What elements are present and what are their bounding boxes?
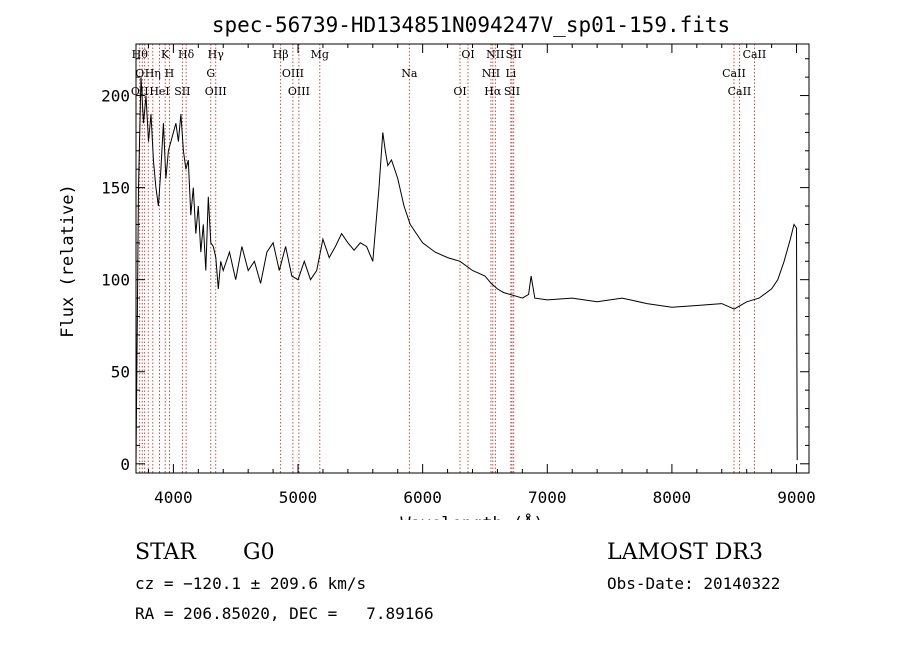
- y-tick-label: 50: [111, 363, 130, 382]
- object-class: STAR: [135, 540, 196, 565]
- y-tick-label: 150: [101, 179, 130, 198]
- line-label: H: [165, 67, 175, 80]
- line-label: Na: [401, 67, 418, 80]
- x-axis: 4000 5000 6000 7000 8000 9000: [147, 44, 816, 507]
- plot-frame: [135, 43, 810, 474]
- y-tick-label: 100: [101, 271, 130, 290]
- y-tick-label: 200: [101, 87, 130, 106]
- line-label: NII: [482, 67, 500, 80]
- line-label: OIII: [205, 85, 227, 98]
- line-label: SII: [506, 48, 522, 61]
- line-label: Hβ: [273, 48, 289, 61]
- line-label: K: [161, 48, 170, 61]
- redshift-velocity: cz = −120.1 ± 209.6 km/s: [135, 574, 367, 593]
- spectrum-line: [135, 77, 798, 464]
- line-label: Hα: [484, 85, 502, 98]
- object-subclass: G0: [243, 540, 275, 565]
- line-label: SII: [504, 85, 520, 98]
- line-label: Hη: [145, 67, 161, 80]
- line-label: OIII: [282, 67, 304, 80]
- line-label: OII: [131, 85, 149, 98]
- spectral-line-markers: [139, 44, 755, 473]
- x-axis-label: Wavelength (Å): [400, 512, 543, 520]
- line-label: OIII: [288, 85, 310, 98]
- line-label: O: [135, 67, 144, 80]
- x-tick-label: 9000: [777, 488, 816, 507]
- line-label: NII: [486, 48, 504, 61]
- survey-name: LAMOST DR3: [607, 540, 763, 565]
- line-label: OI: [453, 85, 466, 98]
- x-tick-label: 6000: [403, 488, 442, 507]
- line-label: CaII: [722, 67, 746, 80]
- y-axis-label: Flux (relative): [58, 184, 78, 338]
- line-label: Hδ: [178, 48, 195, 61]
- line-label: G: [206, 67, 215, 80]
- line-label: Hγ: [208, 48, 225, 61]
- coordinates: RA = 206.85020, DEC = 7.89166: [135, 604, 434, 623]
- y-axis: 0 50 100 150 200: [101, 58, 809, 474]
- line-label: Li: [505, 67, 516, 80]
- line-label: HeI: [149, 85, 169, 98]
- y-tick-label: 0: [120, 455, 130, 474]
- line-label: OI: [461, 48, 474, 61]
- observation-date: Obs-Date: 20140322: [607, 574, 781, 593]
- x-tick-label: 4000: [154, 488, 193, 507]
- line-label: SII: [174, 85, 190, 98]
- x-tick-label: 8000: [653, 488, 692, 507]
- x-tick-label: 7000: [528, 488, 567, 507]
- line-label: Mg: [311, 48, 329, 61]
- x-tick-label: 5000: [279, 488, 318, 507]
- line-label: CaII: [743, 48, 767, 61]
- chart-title: spec-56739-HD134851N094247V_sp01-159.fit…: [212, 13, 730, 37]
- line-label: CaII: [728, 85, 752, 98]
- spectrum-chart: spec-56739-HD134851N094247V_sp01-159.fit…: [58, 13, 816, 520]
